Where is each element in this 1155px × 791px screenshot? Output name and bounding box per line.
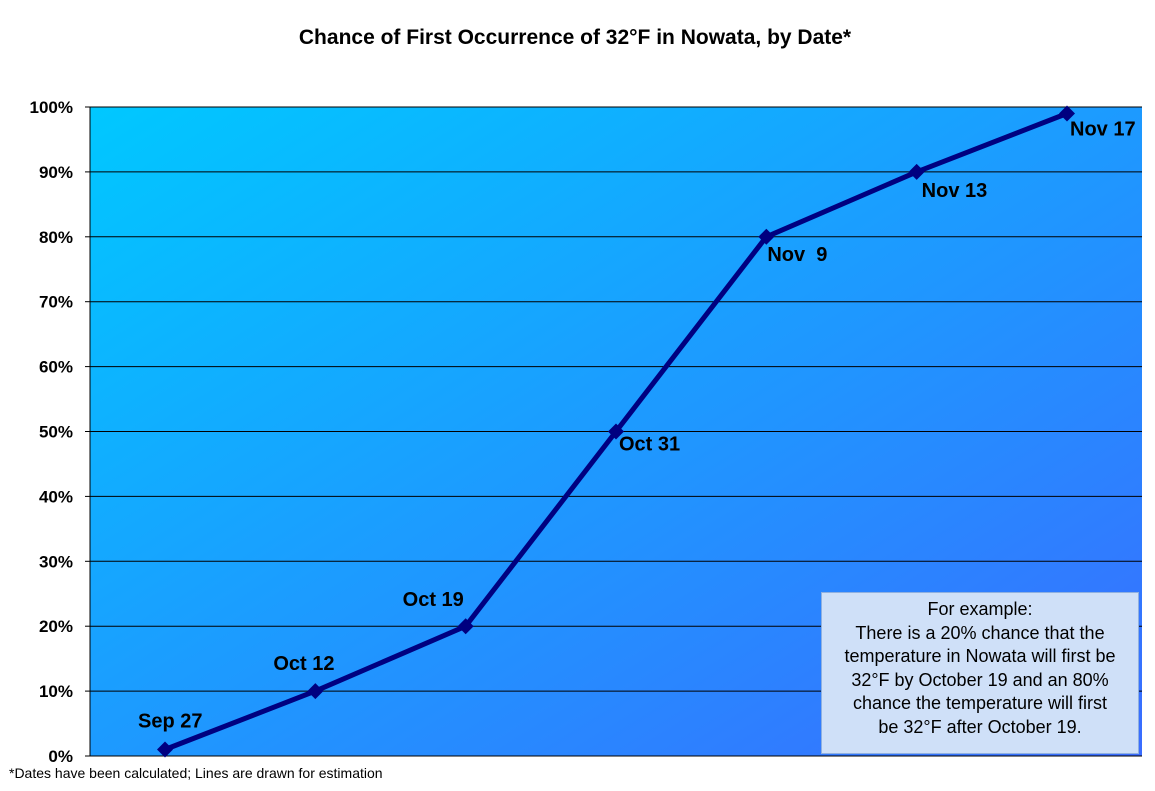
data-label: Nov 9	[767, 244, 827, 266]
data-label: Nov 13	[922, 180, 988, 202]
data-point-marker	[157, 741, 173, 758]
y-tick-label: 20%	[39, 617, 73, 636]
chart-title: Chance of First Occurrence of 32°F in No…	[299, 26, 852, 49]
data-point-marker	[908, 163, 925, 180]
data-point-marker	[307, 683, 324, 700]
y-tick-label: 50%	[39, 423, 73, 442]
data-label: Oct 19	[403, 589, 464, 611]
note-line: For example:	[927, 599, 1033, 619]
note-line: temperature in Nowata will first be	[844, 646, 1116, 666]
data-point-marker	[457, 618, 474, 635]
data-labels: Sep 27 Oct 12 Oct 19 Oct 31 Nov 9 Nov 13 Nov 1…	[138, 118, 1136, 732]
note-line: There is a 20% chance that the	[855, 622, 1105, 643]
data-label: Sep 27	[138, 711, 202, 733]
data-label: Oct 12	[273, 653, 334, 675]
data-label: Oct 31	[619, 434, 680, 456]
y-axis-ticks: 0% 10% 20% 30% 40% 50% 60% 70% 80% 90% 100%	[30, 98, 91, 766]
series-line-group	[157, 105, 1075, 758]
y-tick-label: 30%	[39, 552, 73, 571]
y-tick-label: 10%	[39, 682, 73, 701]
footnote: *Dates have been calculated; Lines are d…	[9, 765, 383, 781]
y-tick-label: 60%	[39, 358, 73, 377]
data-label: Nov 17	[1070, 118, 1136, 140]
data-point-marker	[758, 228, 775, 245]
y-tick-label: 90%	[39, 163, 73, 182]
y-tick-label: 0%	[48, 747, 73, 766]
y-tick-label: 100%	[30, 98, 73, 117]
data-point-marker	[608, 423, 624, 440]
note-line: 32°F by October 19 and an 80%	[851, 669, 1109, 690]
y-tick-label: 40%	[39, 487, 73, 506]
y-tick-label: 80%	[39, 228, 73, 247]
data-point-marker	[1059, 105, 1075, 122]
example-note-box: For example: There is a 20% chance that …	[821, 592, 1139, 754]
note-line: chance the temperature will first	[852, 693, 1108, 713]
y-tick-label: 70%	[39, 293, 73, 312]
note-line: be 32°F after October 19.	[878, 716, 1082, 737]
